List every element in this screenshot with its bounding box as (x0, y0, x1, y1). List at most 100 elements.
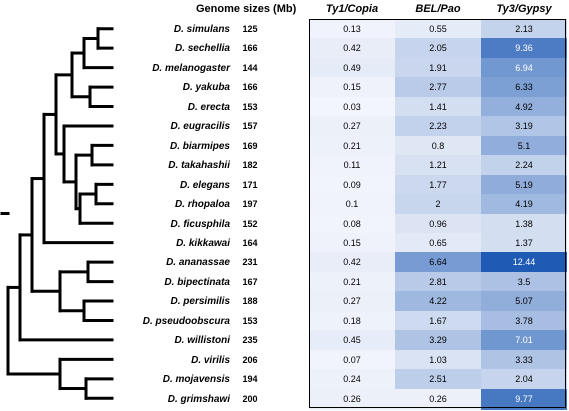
table-row: D. bipectinata 167 0.21 2.81 3.5 (0, 271, 569, 293)
table-row: D. virilis 206 0.07 1.03 3.33 (0, 349, 569, 371)
species-name: D. grimshawi (167, 393, 230, 405)
copia-cell: 0.1 (309, 194, 395, 216)
belpao-cell: 2.77 (395, 77, 481, 99)
copia-cell: 0.15 (309, 232, 395, 254)
copia-cell: 0.42 (309, 252, 395, 274)
species-name: D. rhopaloa (174, 199, 230, 211)
genome-size-value: 206 (242, 354, 258, 365)
gypsy-cell: 1.37 (481, 232, 567, 254)
table-row: D. ficusphila 152 0.08 0.96 1.38 (0, 213, 569, 235)
table-row: D. erecta 153 0.03 1.41 4.92 (0, 96, 569, 118)
gypsy-cell: 5.07 (481, 291, 567, 313)
belpao-cell: 1.41 (395, 96, 481, 118)
genome-size-value: 164 (242, 237, 258, 248)
species-name: D. biarmipes (169, 140, 230, 152)
copia-cell: 0.11 (309, 155, 395, 177)
gypsy-cell: 3.19 (481, 116, 567, 138)
genome-size-value: 166 (242, 82, 258, 93)
table-row: D. rhopaloa 197 0.1 2 4.19 (0, 194, 569, 216)
belpao-cell: 1.67 (395, 310, 481, 332)
genome-size-header: Genome sizes (Mb) (196, 3, 297, 15)
gypsy-header: Ty3/Gypsy (496, 3, 552, 15)
table-row: D. willistoni 235 0.45 3.29 7.01 (0, 330, 569, 352)
table-row: D. ananassae 231 0.42 6.64 12.44 (0, 252, 569, 274)
belpao-cell: 2.81 (395, 271, 481, 293)
table-row: D. eugracilis 157 0.27 2.23 3.19 (0, 116, 569, 138)
genome-size-value: 188 (242, 296, 258, 307)
gypsy-cell: 2.13 (481, 19, 567, 40)
table-row: D. melanogaster 144 0.49 1.91 6.94 (0, 57, 569, 79)
belpao-cell: 1.77 (395, 174, 481, 196)
gypsy-cell: 9.36 (481, 38, 567, 60)
species-name: D. kikkawai (176, 237, 230, 249)
gypsy-cell: 4.19 (481, 194, 567, 216)
species-name: D. persimilis (170, 296, 230, 308)
species-name: D. virilis (191, 354, 230, 366)
table-row: D. pseudoobscura 153 0.18 1.67 3.78 (0, 310, 569, 332)
belpao-header: BEL/Pao (415, 3, 461, 15)
genome-size-value: 157 (242, 121, 258, 132)
copia-cell: 0.45 (309, 330, 395, 352)
belpao-cell: 0.26 (395, 388, 481, 410)
genome-size-value: 182 (242, 160, 258, 171)
species-name: D. eugracilis (170, 121, 230, 133)
belpao-cell: 4.22 (395, 291, 481, 313)
table-row: D. simulans 125 0.13 0.55 2.13 (0, 19, 569, 40)
genome-size-value: 169 (242, 140, 258, 151)
belpao-cell: 0.65 (395, 232, 481, 254)
gypsy-cell: 4.92 (481, 96, 567, 118)
belpao-cell: 0.55 (395, 19, 481, 40)
table-row: D. yakuba 166 0.15 2.77 6.33 (0, 77, 569, 99)
table-row: D. takahashii 182 0.11 1.21 2.24 (0, 155, 569, 177)
gypsy-cell: 3.5 (481, 271, 567, 293)
table-row: D. persimilis 188 0.27 4.22 5.07 (0, 291, 569, 313)
copia-cell: 0.21 (309, 135, 395, 157)
species-name: D. yakuba (182, 82, 230, 94)
species-name: D. willistoni (174, 335, 230, 347)
table-row: D. biarmipes 169 0.21 0.8 5.1 (0, 135, 569, 157)
table-row: D. sechellia 166 0.42 2.05 9.36 (0, 38, 569, 60)
gypsy-cell: 1.38 (481, 213, 567, 235)
species-name: D. sechellia (174, 43, 230, 55)
phylogenetic-tree (0, 27, 114, 400)
belpao-cell: 3.29 (395, 330, 481, 352)
belpao-cell: 1.03 (395, 349, 481, 371)
copia-cell: 0.27 (309, 291, 395, 313)
belpao-cell: 2.23 (395, 116, 481, 138)
gypsy-cell: 12.44 (481, 252, 567, 274)
copia-cell: 0.26 (309, 388, 395, 410)
genome-size-value: 153 (242, 101, 258, 112)
species-name: D. simulans (173, 24, 230, 35)
copia-cell: 0.08 (309, 213, 395, 235)
genome-size-value: 235 (242, 335, 258, 346)
genome-size-value: 231 (242, 257, 258, 268)
belpao-cell: 2.05 (395, 38, 481, 60)
genome-size-value: 153 (242, 315, 258, 326)
copia-cell: 0.15 (309, 77, 395, 99)
gypsy-cell: 2.04 (481, 369, 567, 391)
gypsy-cell: 9.77 (481, 388, 567, 410)
genome-size-value: 166 (242, 43, 258, 54)
copia-cell: 0.09 (309, 174, 395, 196)
belpao-cell: 1.91 (395, 57, 481, 79)
belpao-cell: 2.51 (395, 369, 481, 391)
gypsy-cell: 5.1 (481, 135, 567, 157)
gypsy-cell: 5.19 (481, 174, 567, 196)
belpao-cell: 6.64 (395, 252, 481, 274)
table-row: D. elegans 171 0.09 1.77 5.19 (0, 174, 569, 196)
copia-cell: 0.03 (309, 96, 395, 118)
copia-cell: 0.13 (309, 19, 395, 40)
copia-cell: 0.07 (309, 349, 395, 371)
belpao-cell: 1.21 (395, 155, 481, 177)
genome-size-value: 194 (242, 374, 258, 385)
genome-size-value: 197 (242, 199, 258, 210)
gypsy-cell: 3.33 (481, 349, 567, 371)
gypsy-cell: 6.33 (481, 77, 567, 99)
copia-cell: 0.21 (309, 271, 395, 293)
species-name: D. melanogaster (152, 62, 230, 74)
species-name: D. erecta (187, 101, 230, 113)
belpao-cell: 2 (395, 194, 481, 216)
genome-size-value: 152 (242, 218, 258, 229)
species-name: D. bipectinata (164, 276, 230, 288)
